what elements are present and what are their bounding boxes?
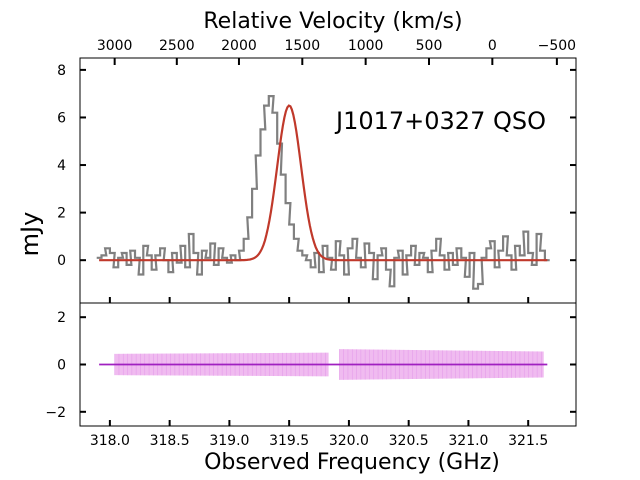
y-axis-title: mJy: [16, 212, 44, 257]
x-tick-label: 318.0: [90, 433, 130, 449]
y-tick-label: 4: [57, 158, 66, 174]
y-tick-label: 0: [57, 253, 66, 269]
x-tick-label: 320.5: [389, 433, 429, 449]
y-tick-label: 8: [57, 63, 66, 79]
source-annotation: J1017+0327 QSO: [334, 107, 546, 135]
y-tick-label: 2: [57, 206, 66, 222]
top-tick-label: 2000: [221, 38, 257, 54]
x-tick-label: 319.5: [269, 433, 309, 449]
top-tick-label: 500: [416, 38, 443, 54]
y-tick-label: 6: [57, 110, 66, 126]
x-tick-label: 319.0: [209, 433, 249, 449]
residual-panel: −2 0 2 318.0 318.5 319.0 319.5 320.0 320.5 321.0 3…: [45, 302, 577, 449]
res-y-tick-label: −2: [45, 405, 66, 421]
top-axis-title: Relative Velocity (km/s): [203, 9, 462, 34]
top-tick-label: 1500: [284, 38, 320, 54]
gaussian-fit-line: [99, 104, 548, 262]
main-panel: 0 2 4 6 8 3000 2500 2000 1500 1000 500 0 −500: [57, 38, 577, 304]
top-tick-label: 1000: [348, 38, 384, 54]
main-frame: [79, 57, 577, 304]
x-tick-label: 318.5: [150, 433, 190, 449]
x-tick-label: 321.5: [508, 433, 548, 449]
x-axis-title: Observed Frequency (GHz): [204, 450, 500, 475]
x-tick-label: 320.0: [329, 433, 369, 449]
top-tick-label: 0: [488, 38, 497, 54]
res-y-tick-label: 0: [57, 358, 66, 374]
top-tick-label: −500: [538, 38, 576, 54]
top-tick-label: 2500: [159, 38, 195, 54]
spectrum-line: [96, 95, 550, 290]
x-tick-label: 321.0: [448, 433, 488, 449]
top-tick-label: 3000: [97, 38, 133, 54]
res-y-tick-label: 2: [57, 310, 66, 326]
